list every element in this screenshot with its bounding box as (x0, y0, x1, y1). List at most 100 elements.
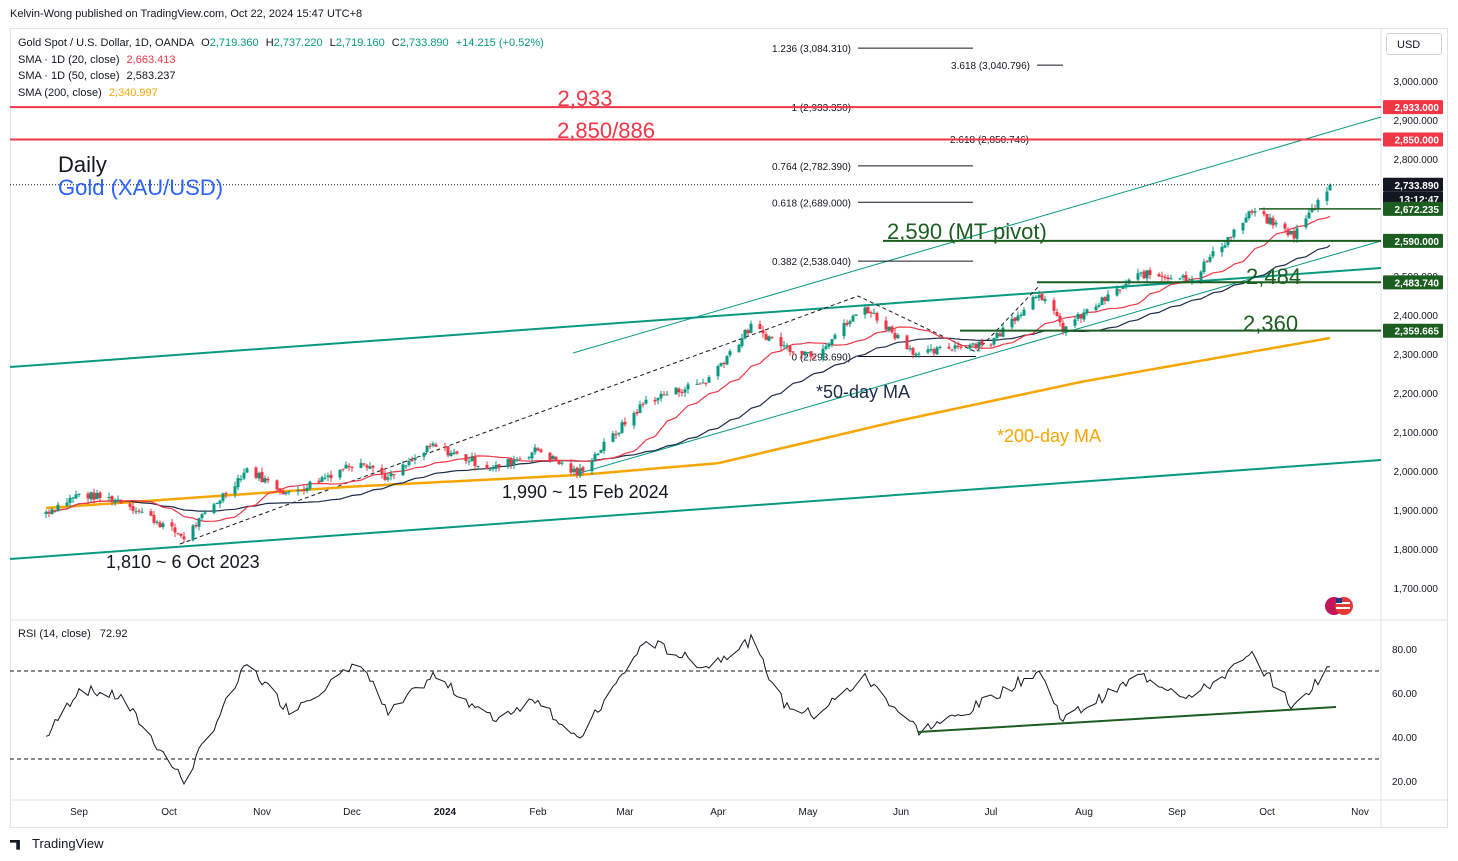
time-tick-label: Sep (70, 807, 88, 818)
candle-body (581, 467, 585, 472)
candle-body (1082, 312, 1086, 320)
rsi-axis[interactable]: 80.00 60.00 40.00 20.00 (1392, 645, 1417, 788)
currency-button[interactable]: USD (1386, 33, 1442, 55)
rsi-label-text: RSI (14, close) (18, 628, 91, 640)
candle-body (242, 472, 246, 479)
candle-body (569, 463, 573, 473)
time-tick-label: Dec (343, 807, 361, 818)
rsi-tick-label: 40.00 (1392, 733, 1417, 744)
legend-sma50-row[interactable]: SMA · 1D (50, close) 2,583.237 (18, 68, 548, 85)
candle-body (620, 422, 624, 433)
price-tick-label: 2,900.000 (1394, 116, 1439, 127)
candle-body (1010, 318, 1014, 328)
candle-body (1037, 295, 1041, 298)
candle-body (935, 347, 939, 355)
candle-body (1085, 309, 1089, 314)
candle-body (1232, 229, 1236, 238)
candle-body (743, 330, 747, 339)
rsi-tick-label: 60.00 (1392, 689, 1417, 700)
candle-body (1328, 184, 1332, 191)
candle-body (761, 330, 765, 334)
candle-body (1043, 299, 1047, 302)
price-tick-label: 3,000.000 (1394, 77, 1439, 88)
candle-body (617, 432, 621, 435)
legend-sma50-label: SMA · 1D (50, close) (18, 70, 120, 82)
rsi-legend[interactable]: RSI (14, close) 72.92 (18, 628, 127, 640)
candle-body (428, 445, 432, 447)
rsi-support-trendline (917, 706, 1337, 733)
candle-body (1295, 228, 1299, 239)
price-tick-label: 1,800.000 (1394, 545, 1439, 556)
candle-body (593, 454, 597, 462)
candle-body (329, 474, 333, 479)
candle-body (140, 511, 144, 513)
candle-body (203, 512, 207, 514)
candle-body (149, 511, 153, 516)
candle-body (296, 490, 300, 492)
candle-body (1145, 270, 1149, 279)
price-tag-label: 2,933.000 (1395, 103, 1440, 114)
candle-body (1076, 314, 1080, 319)
candle-body (155, 521, 159, 523)
candle-body (362, 463, 366, 465)
candle-body (341, 468, 345, 470)
rsi-pane (10, 633, 1381, 785)
candle-body (74, 494, 78, 499)
candle-body (995, 333, 999, 338)
resistance-2933-label: 2,933 (557, 86, 612, 111)
candle-body (494, 464, 498, 469)
candle-body (701, 382, 705, 384)
candle-body (455, 451, 459, 454)
candle-body (215, 503, 219, 505)
candle-body (1307, 212, 1311, 219)
candle-body (326, 475, 330, 477)
price-tag-label: 2,359.665 (1395, 327, 1440, 338)
candle-body (635, 411, 639, 414)
candle-body (974, 343, 978, 348)
sma200-line (45, 336, 1331, 510)
candle-body (824, 346, 828, 349)
candle-body (1016, 315, 1020, 321)
candle-body (1292, 230, 1296, 239)
candle-body (848, 321, 852, 324)
tradingview-logo[interactable]: TradingView (10, 836, 104, 851)
candle-body (1283, 223, 1287, 229)
candle-body (572, 468, 576, 473)
candle-body (284, 492, 288, 495)
candle-body (866, 306, 870, 314)
sma200-annotation: *200-day MA (997, 426, 1101, 446)
legend-symbol[interactable]: Gold Spot / U.S. Dollar, 1D, OANDA (18, 37, 195, 49)
trendline-layer (9, 116, 1382, 560)
time-tick-label: May (799, 807, 818, 818)
price-tick-label: 2,300.000 (1394, 350, 1439, 361)
legend-sma20-row[interactable]: SMA · 1D (20, close) 2,663.413 (18, 52, 548, 69)
time-axis[interactable]: Sep Oct Nov Dec 2024 Feb Mar Apr May Jun Jul Aug Sep… (70, 807, 1369, 818)
tradingview-logo-icon (10, 839, 20, 850)
candle-body (614, 434, 618, 436)
time-tick-label: Oct (161, 807, 177, 818)
candle-body (977, 342, 981, 348)
candle-body (725, 356, 729, 365)
price-tag-label: 2,850.000 (1395, 136, 1440, 147)
candle-body (998, 333, 1002, 336)
candle-body (518, 458, 522, 460)
candle-body (548, 452, 552, 461)
candle-body (875, 313, 879, 321)
support-2484-label: 2,484 (1246, 264, 1301, 289)
candle-body (89, 492, 93, 500)
candle-body (71, 497, 75, 499)
candle-body (464, 454, 468, 462)
candle-body (1202, 261, 1206, 272)
candle-body (989, 344, 993, 346)
candle-body (1121, 286, 1125, 289)
candle-body (434, 444, 438, 447)
candle-body (644, 399, 648, 404)
candle-body (536, 448, 540, 451)
candle-body (1211, 251, 1215, 257)
horizontal-levels: 2,933 2,850/886 2,590 (MT pivot) 2,484 2,360 (10, 86, 1381, 336)
legend-sma200-row[interactable]: SMA (200, close) 2,340.997 (18, 85, 548, 102)
events-icon[interactable] (1325, 597, 1353, 615)
candle-body (263, 478, 267, 483)
candle-body (254, 467, 258, 478)
